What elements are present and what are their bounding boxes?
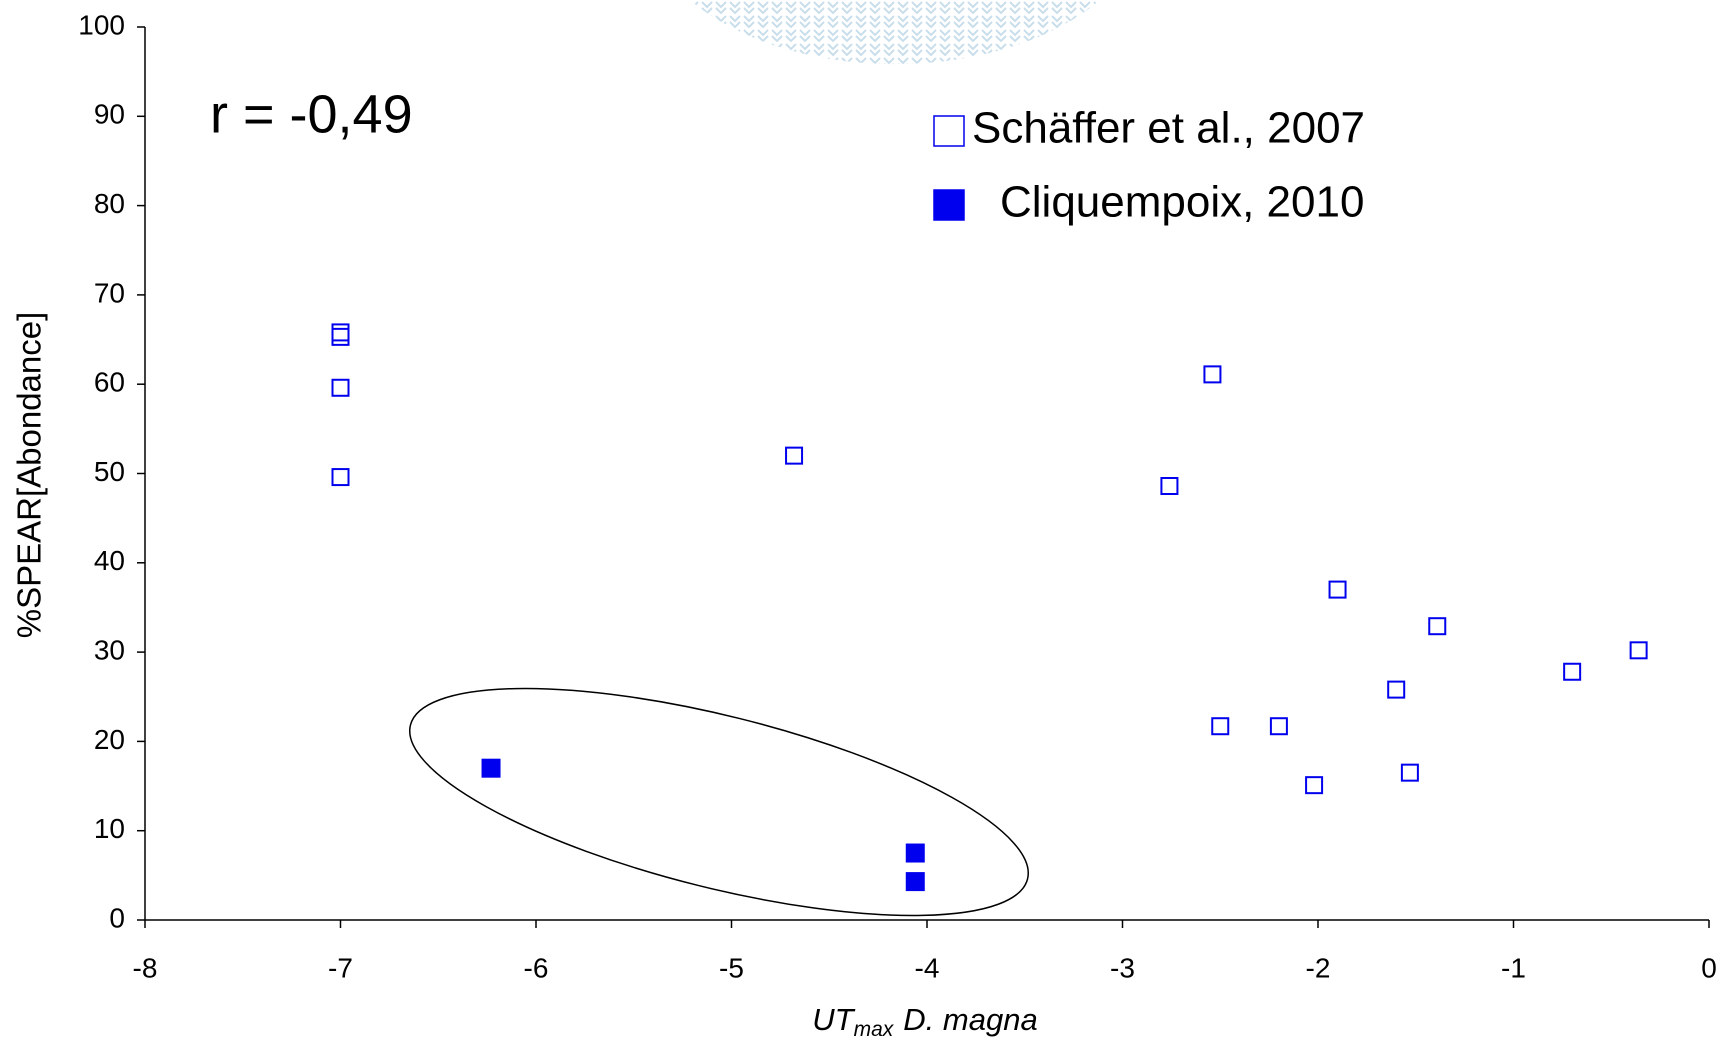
point <box>1203 365 1222 384</box>
point <box>1269 717 1288 736</box>
x-axis-label: UTmax D. magna <box>812 1002 1037 1040</box>
x-tick-label: -6 <box>524 952 549 983</box>
x-label-sub: max <box>854 1018 895 1040</box>
legend-label: Cliquempoix, 2010 <box>1000 178 1364 227</box>
point <box>1629 641 1648 660</box>
point <box>785 446 804 465</box>
point <box>331 468 350 487</box>
y-tick-label: 50 <box>94 456 125 487</box>
point <box>1305 776 1324 795</box>
y-tick-label: 90 <box>94 99 125 130</box>
x-tick-label: -5 <box>719 952 744 983</box>
point <box>905 872 925 892</box>
x-tick-label: 0 <box>1701 952 1717 983</box>
point <box>905 843 925 863</box>
point <box>1387 680 1406 699</box>
point <box>331 378 350 397</box>
point <box>331 323 350 342</box>
annotation: r = -0,49 <box>210 84 413 144</box>
legend-marker <box>933 189 965 221</box>
y-axis-label: %SPEAR[Abondance] <box>11 312 48 639</box>
x-label-main: UT <box>812 1002 855 1037</box>
point <box>1400 763 1419 782</box>
y-tick-label: 30 <box>94 634 125 665</box>
watermark <box>690 0 1100 65</box>
point <box>481 758 501 778</box>
x-label-rest: D. magna <box>903 1002 1037 1037</box>
point <box>1563 662 1582 681</box>
point <box>1328 580 1347 599</box>
x-tick-label: -8 <box>133 952 158 983</box>
y-tick-label: 40 <box>94 545 125 576</box>
x-tick-label: -7 <box>328 952 353 983</box>
x-tick-label: -1 <box>1501 952 1526 983</box>
x-tick-label: -2 <box>1306 952 1331 983</box>
point <box>1160 477 1179 496</box>
y-tick-label: 70 <box>94 277 125 308</box>
point <box>331 327 350 346</box>
y-tick-label: 100 <box>78 9 125 40</box>
y-tick-label: 0 <box>109 902 125 933</box>
y-tick-label: 80 <box>94 188 125 219</box>
x-tick-label: -4 <box>915 952 940 983</box>
legend-marker <box>933 115 965 147</box>
legend-label: Schäffer et al., 2007 <box>972 104 1365 153</box>
y-tick-label: 20 <box>94 724 125 755</box>
point <box>1211 717 1230 736</box>
point <box>1428 617 1447 636</box>
y-tick-label: 10 <box>94 813 125 844</box>
highlight-ellipse <box>408 687 1030 917</box>
x-tick-label: -3 <box>1110 952 1135 983</box>
y-tick-label: 60 <box>94 367 125 398</box>
